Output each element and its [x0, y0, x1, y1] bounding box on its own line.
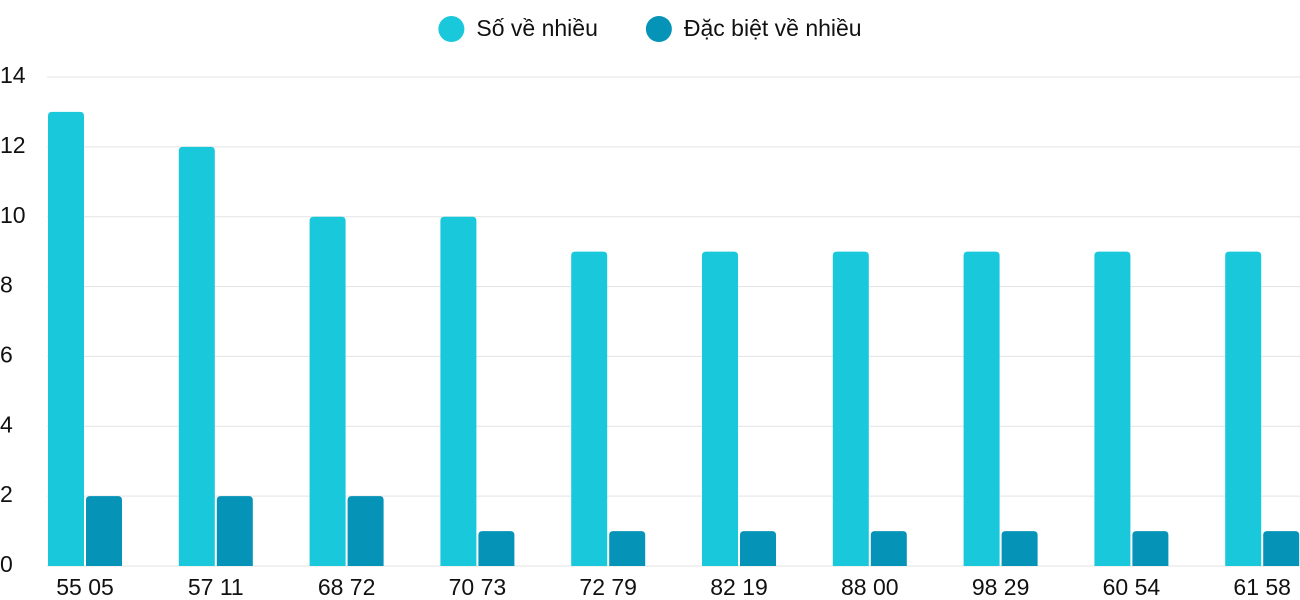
x-tick-label: 68 72 — [318, 574, 376, 600]
bar — [740, 531, 776, 566]
x-tick-label: 60 54 — [1103, 574, 1161, 600]
x-tick-label: 88 00 — [841, 574, 899, 600]
bar — [347, 496, 384, 566]
bar — [609, 531, 646, 566]
legend-marker — [645, 16, 672, 42]
x-tick-label: 72 79 — [579, 574, 637, 600]
bar — [1094, 251, 1131, 566]
x-tick-label: 70 73 — [449, 574, 507, 600]
y-tick-label: 8 — [0, 272, 13, 298]
x-tick-label: 82 19 — [710, 574, 768, 600]
bar — [963, 251, 1000, 566]
x-tick-label: 98 29 — [972, 574, 1030, 600]
y-tick-label: 4 — [0, 411, 13, 437]
bar — [870, 531, 907, 566]
y-tick-label: 12 — [0, 132, 26, 158]
bar — [571, 251, 608, 566]
x-tick-label: 55 05 — [56, 574, 114, 600]
bar — [832, 251, 869, 566]
bar — [178, 146, 215, 566]
bar — [1225, 251, 1262, 566]
bar — [216, 496, 253, 566]
x-tick-label: 57 11 — [188, 574, 244, 600]
legend-marker — [438, 16, 465, 42]
y-tick-label: 10 — [0, 202, 26, 228]
bar — [309, 216, 346, 566]
y-tick-label: 0 — [0, 551, 13, 577]
bar — [478, 531, 515, 566]
bar — [1263, 531, 1300, 566]
bar — [86, 496, 122, 566]
bar — [1001, 531, 1038, 566]
legend-label: Đặc biệt về nhiều — [684, 15, 862, 41]
bar — [1132, 531, 1169, 566]
legend-label: Số về nhiều — [476, 15, 597, 41]
y-tick-label: 2 — [0, 481, 13, 507]
bar — [440, 216, 477, 566]
y-tick-label: 6 — [0, 342, 13, 368]
y-tick-label: 14 — [0, 62, 26, 88]
x-tick-label: 61 58 — [1233, 574, 1291, 600]
bar — [702, 251, 738, 566]
bar — [48, 111, 84, 566]
